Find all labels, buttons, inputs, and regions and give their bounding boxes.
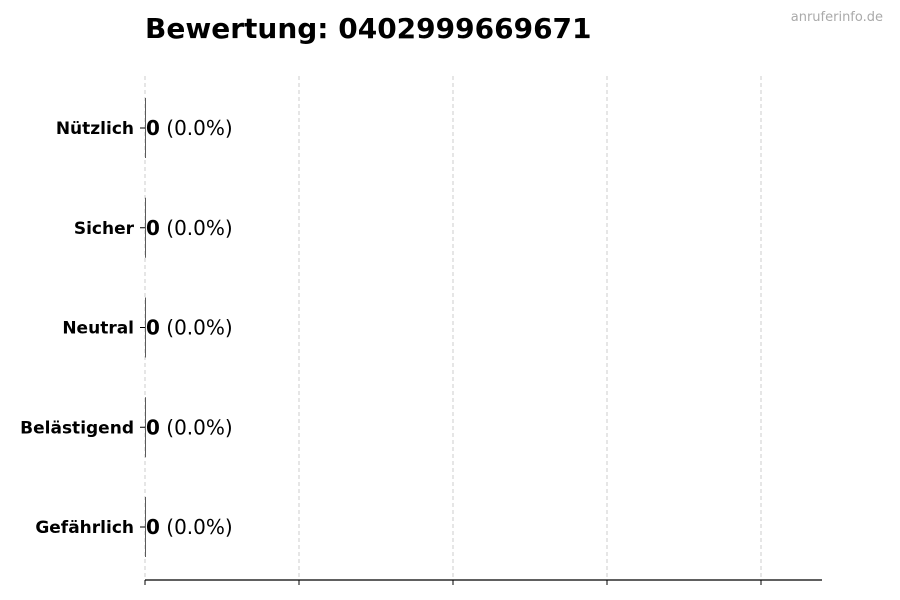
count-label: 0 [146, 316, 160, 340]
bar-2 [145, 297, 146, 358]
count-label: 0 [146, 216, 160, 240]
data-label: 0 (0.0%) [146, 116, 233, 140]
data-label: 0 (0.0%) [146, 415, 233, 439]
category-label: Nützlich [56, 119, 134, 139]
count-label: 0 [146, 116, 160, 140]
count-label: 0 [146, 415, 160, 439]
bar-0 [145, 98, 146, 158]
data-label: 0 (0.0%) [146, 515, 233, 539]
bar-3 [145, 397, 146, 458]
watermark: anruferinfo.de [790, 10, 883, 25]
category-label: Sicher [74, 219, 135, 239]
category-label: Belästigend [20, 418, 134, 438]
percent-label: (0.0%) [160, 415, 233, 439]
category-label: Gefährlich [35, 518, 134, 538]
percent-label: (0.0%) [160, 316, 233, 340]
category-label: Neutral [62, 319, 134, 339]
percent-label: (0.0%) [160, 116, 233, 140]
count-label: 0 [146, 515, 160, 539]
bar-4 [145, 497, 146, 557]
percent-label: (0.0%) [160, 216, 233, 240]
percent-label: (0.0%) [160, 515, 233, 539]
bar-1 [145, 197, 146, 258]
data-label: 0 (0.0%) [146, 316, 233, 340]
chart-title: Bewertung: 0402999669671 [145, 12, 592, 45]
data-label: 0 (0.0%) [146, 216, 233, 240]
